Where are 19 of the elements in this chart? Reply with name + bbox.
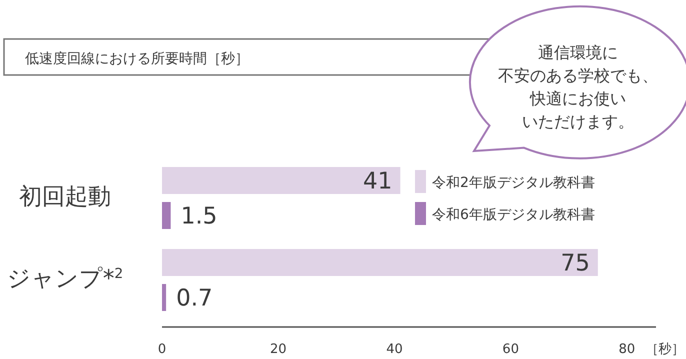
x-tick-label: 80 xyxy=(618,342,636,357)
x-axis-title: ［秒］ xyxy=(646,342,684,357)
text: いただけます。 xyxy=(522,112,634,131)
data-label: 0.7 xyxy=(176,286,213,312)
legend-label: 令和2年版デジタル教科書 xyxy=(432,175,595,191)
x-tick-label: 20 xyxy=(270,342,287,357)
x-tick-label: 40 xyxy=(386,342,403,357)
text: 不安のある学校でも、 xyxy=(498,66,658,85)
x-tick-label: 60 xyxy=(502,342,519,357)
text: 通信環境に xyxy=(538,43,618,62)
y-tick-label: ジャンプ*$^{2}$ xyxy=(6,266,124,292)
data-label: 1.5 xyxy=(180,204,218,230)
y-tick-label: 初回起動 xyxy=(19,184,111,210)
data-label: 75 xyxy=(560,250,590,276)
x-tick-label: 0 xyxy=(158,342,166,357)
legend-label: 令和6年版デジタル教科書 xyxy=(432,207,595,223)
chart-title: 低速度回線における所要時間［秒］ xyxy=(25,51,249,67)
data-label: 41 xyxy=(363,168,392,194)
text: 快適にお使い xyxy=(529,89,626,108)
